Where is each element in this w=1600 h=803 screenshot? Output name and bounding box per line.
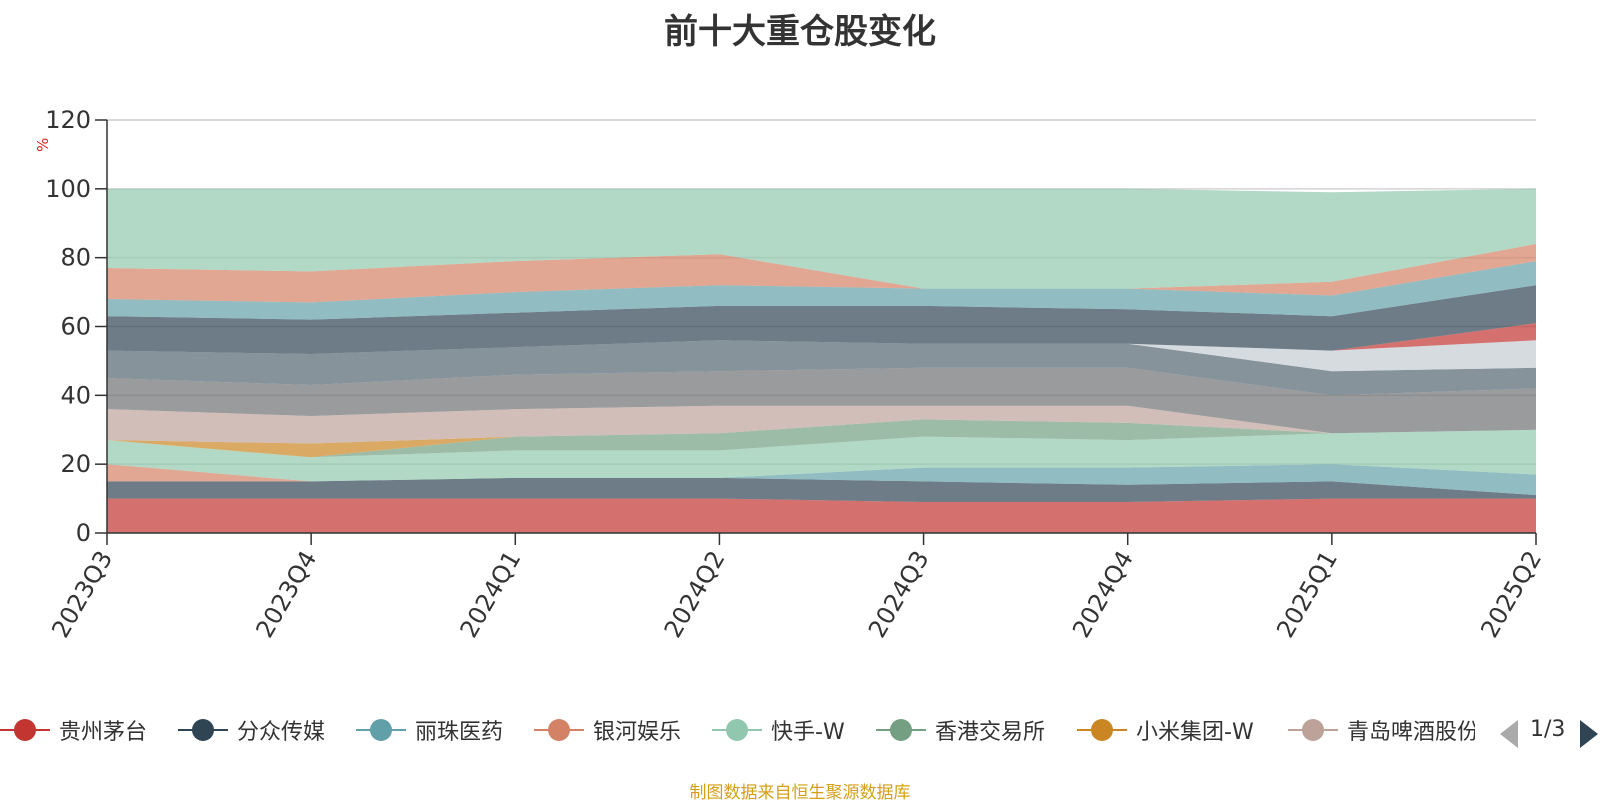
y-tick-label: 20 xyxy=(60,450,91,478)
legend-item[interactable]: 青岛啤酒股份 xyxy=(1288,712,1475,748)
legend-marker-icon xyxy=(712,712,762,748)
legend-page-indicator: 1/3 xyxy=(1530,717,1566,742)
legend-label: 丽珠医药 xyxy=(415,720,504,745)
x-tick-label: 2024Q4 xyxy=(1067,546,1139,642)
legend-item[interactable]: 贵州茅台 xyxy=(0,712,147,748)
legend-label: 青岛啤酒股份 xyxy=(1347,720,1475,745)
legend-marker-icon xyxy=(1077,712,1127,748)
area-series-series-13 xyxy=(107,285,1536,354)
legend-marker-icon xyxy=(534,712,584,748)
legend-label: 小米集团-W xyxy=(1136,720,1254,745)
legend-label: 分众传媒 xyxy=(237,720,326,745)
y-tick-label: 60 xyxy=(60,313,91,341)
y-tick-label: 120 xyxy=(45,106,91,134)
chart-title: 前十大重仓股变化 xyxy=(664,12,936,52)
legend-item[interactable]: 银河娱乐 xyxy=(534,712,681,748)
x-tick-label: 2025Q2 xyxy=(1475,546,1547,642)
y-tick-label: 80 xyxy=(60,244,91,272)
legend-marker-icon xyxy=(1288,712,1338,748)
legend-item[interactable]: 分众传媒 xyxy=(178,712,325,748)
area-series-series-14 xyxy=(107,261,1536,320)
area-series-银河娱乐 xyxy=(107,464,1536,482)
area-series-series-11 xyxy=(107,340,1536,372)
area-series-series-10 xyxy=(107,340,1536,396)
legend: 贵州茅台 分众传媒 丽珠医药 银河娱乐 快手-W 香港交易所 小米集团-W 青岛啤酒股份 xyxy=(0,712,1600,748)
area-series-分众传媒 xyxy=(107,477,1536,502)
source-note: 制图数据来自恒生聚源数据库 xyxy=(689,783,911,803)
area-series-series-9 xyxy=(107,367,1536,434)
x-tick-label: 2025Q1 xyxy=(1271,546,1343,642)
area-series-青岛啤酒股份 xyxy=(107,405,1536,444)
legend-next-page-icon[interactable] xyxy=(1580,720,1598,748)
legend-label: 银河娱乐 xyxy=(593,720,682,745)
legend-marker-icon xyxy=(356,712,406,748)
area-series-series-16 xyxy=(107,188,1536,289)
area-series-香港交易所 xyxy=(107,419,1536,458)
area-series-快手-W xyxy=(107,429,1536,482)
legend-marker-icon xyxy=(876,712,926,748)
x-tick-label: 2024Q1 xyxy=(455,546,527,642)
legend-item[interactable]: 香港交易所 xyxy=(876,712,1045,748)
x-tick-label: 2024Q2 xyxy=(659,546,731,642)
area-series-series-15 xyxy=(107,243,1536,303)
x-tick-label: 2023Q3 xyxy=(46,546,118,642)
legend-prev-page-icon[interactable] xyxy=(1500,720,1518,748)
area-series-丽珠医药 xyxy=(107,464,1536,496)
legend-marker-icon xyxy=(0,712,50,748)
legend-marker-icon xyxy=(178,712,228,748)
legend-label: 香港交易所 xyxy=(935,720,1046,745)
legend-items: 贵州茅台 分众传媒 丽珠医药 银河娱乐 快手-W 香港交易所 小米集团-W 青岛啤酒股份 xyxy=(0,712,1475,748)
legend-label: 贵州茅台 xyxy=(59,720,148,745)
x-tick-label: 2024Q3 xyxy=(863,546,935,642)
area-series xyxy=(107,188,1536,533)
y-axis-unit-label: % xyxy=(34,137,52,152)
legend-item[interactable]: 快手-W xyxy=(712,712,845,748)
x-tick-label: 2023Q4 xyxy=(250,546,322,642)
y-tick-label: 100 xyxy=(45,175,91,203)
legend-label: 快手-W xyxy=(771,720,845,745)
legend-item[interactable]: 丽珠医药 xyxy=(356,712,503,748)
y-tick-label: 40 xyxy=(60,381,91,409)
area-series-贵州茅台 xyxy=(107,498,1536,533)
y-tick-label: 0 xyxy=(76,519,91,547)
legend-item[interactable]: 小米集团-W xyxy=(1077,712,1254,748)
